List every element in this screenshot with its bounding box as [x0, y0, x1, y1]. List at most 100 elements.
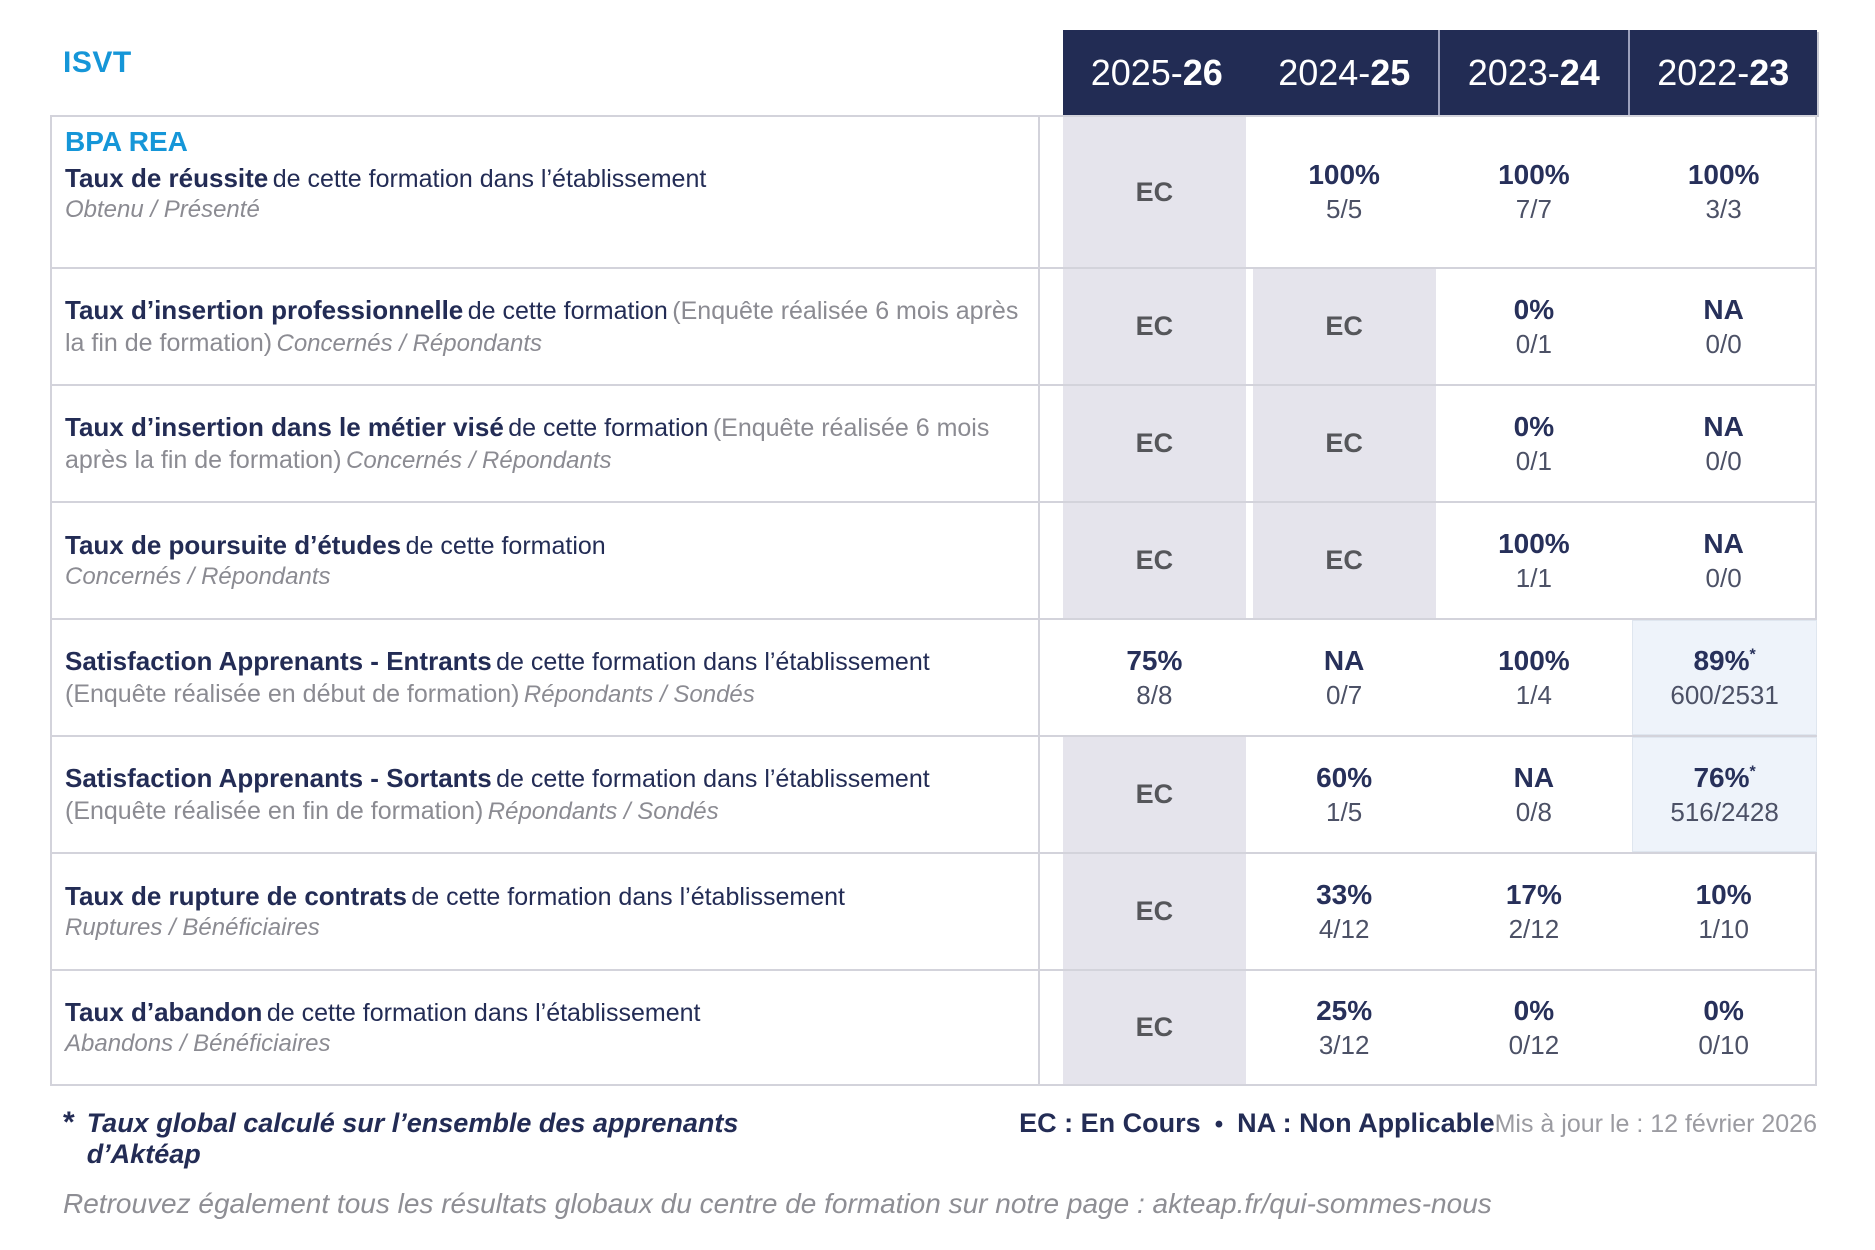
asterisk-marker: *: [63, 1106, 75, 1139]
value: 76%*: [1693, 761, 1756, 793]
value: 100%: [1498, 527, 1570, 559]
metric-desc: de cette formation dans l’établissement: [496, 647, 930, 676]
value: 0%: [1513, 293, 1555, 325]
fraction: 0/0: [1705, 328, 1742, 359]
legend-ec: EC : En Cours: [1019, 1108, 1201, 1138]
value-cell: EC: [1252, 386, 1436, 501]
site-link[interactable]: akteap.fr/qui-sommes-nous: [1152, 1188, 1492, 1219]
metric-label: Satisfaction Apprenants - Entrants de ce…: [65, 645, 1020, 711]
value-cell: EC: [1063, 386, 1246, 501]
value: 0%: [1703, 994, 1744, 1026]
metric-title: Taux de rupture de contrats: [65, 880, 407, 911]
table-row: Taux de poursuite d’études de cette form…: [50, 501, 1817, 618]
results-table: BPA REA Taux de réussite de cette format…: [50, 115, 1817, 1086]
row-label: Satisfaction Apprenants - Sortants de ce…: [50, 737, 1040, 852]
metric-label: Taux d’insertion dans le métier visé de …: [65, 411, 1020, 477]
fraction: 1/5: [1326, 796, 1363, 827]
value: 75%: [1126, 644, 1183, 676]
metric-desc: de cette formation dans l’établissement: [411, 882, 845, 911]
year-prefix: 2024-: [1278, 51, 1371, 93]
value: 100%: [1687, 159, 1760, 190]
fraction: 1/1: [1515, 562, 1552, 593]
value-cell: 60% 1/5: [1252, 737, 1436, 852]
value: 100%: [1498, 159, 1570, 190]
value-cell: 89%* 600/2531: [1632, 620, 1817, 735]
value: 10%: [1695, 878, 1752, 910]
year-suffix: 24: [1559, 51, 1600, 93]
metric-title: Satisfaction Apprenants - Sortants: [65, 762, 492, 793]
value-cell: 25% 3/12: [1252, 971, 1436, 1084]
metric-label: Taux de réussite de cette formation dans…: [65, 162, 1020, 226]
value: NA: [1703, 293, 1744, 325]
value-cell: 0% 0/1: [1442, 386, 1626, 501]
metric-note: (Enquête réalisée en début de formation): [65, 679, 520, 708]
row-label: Taux d’abandon de cette formation dans l…: [50, 971, 1040, 1084]
value-cell: EC: [1063, 971, 1246, 1084]
row-label: BPA REA Taux de réussite de cette format…: [50, 117, 1040, 267]
program-title: BPA REA: [65, 126, 188, 157]
table-row: Taux d’insertion professionnelle de cett…: [50, 267, 1817, 384]
value: 89%*: [1693, 644, 1756, 676]
metric-sub: Concernés / Répondants: [276, 329, 543, 357]
fraction: 0/7: [1326, 679, 1363, 710]
table-row: Satisfaction Apprenants - Sortants de ce…: [50, 735, 1817, 852]
value-cell: 17% 2/12: [1442, 854, 1626, 969]
fraction: 4/12: [1318, 913, 1370, 944]
value-cell: 0% 0/12: [1442, 971, 1626, 1084]
value: EC: [1135, 1012, 1174, 1042]
bottom-note-text: Retrouvez également tous les résultats g…: [63, 1188, 1153, 1219]
fraction: 0/0: [1705, 562, 1742, 593]
value-cell: EC: [1063, 269, 1246, 384]
value: 0%: [1513, 994, 1555, 1026]
metric-label: Taux de poursuite d’études de cette form…: [65, 529, 1020, 593]
value: 25%: [1316, 994, 1373, 1026]
value: EC: [1135, 311, 1174, 341]
metric-desc: de cette formation dans l’établissement: [496, 764, 930, 793]
metric-note: (Enquête réalisée 6 mois après la fin de…: [65, 296, 1019, 357]
value-cell: 100% 1/4: [1442, 620, 1626, 735]
value: 60%: [1316, 761, 1373, 793]
fraction: 0/1: [1515, 328, 1552, 359]
metric-sub: Abandons / Bénéficiaires: [65, 1029, 331, 1057]
table-row: Taux d’abandon de cette formation dans l…: [50, 969, 1817, 1086]
metric-desc: de cette formation dans l’établissement: [272, 164, 707, 193]
year-col-2025-26: 2025- 26: [1063, 30, 1251, 115]
value-cell: NA 0/7: [1252, 620, 1436, 735]
fraction: 3/12: [1318, 1029, 1370, 1060]
row-values: EC EC 0% 0/1 NA 0/0: [1063, 269, 1817, 384]
metric-label: Satisfaction Apprenants - Sortants de ce…: [65, 762, 1020, 828]
row-values: EC 100% 5/5 100% 7/7 100% 3/3: [1063, 117, 1817, 267]
row-values: EC 33% 4/12 17% 2/12 10% 1/10: [1063, 854, 1817, 969]
value-cell: EC: [1063, 117, 1246, 267]
metric-desc: de cette formation: [405, 531, 606, 560]
value-cell: 75% 8/8: [1063, 620, 1246, 735]
metric-sub: Concernés / Répondants: [345, 446, 612, 474]
value-cell: 100% 7/7: [1442, 117, 1626, 267]
row-values: EC 60% 1/5 NA 0/8 76%* 516/2428: [1063, 737, 1817, 852]
legend-na: NA : Non Applicable: [1237, 1108, 1495, 1138]
metric-desc: de cette formation dans l’établissement: [266, 998, 701, 1027]
year-prefix: 2022-: [1657, 51, 1750, 93]
metric-title: Taux d’insertion professionnelle: [65, 294, 464, 325]
asterisk-marker: *: [1749, 646, 1756, 664]
row-values: EC 25% 3/12 0% 0/12 0% 0/10: [1063, 971, 1817, 1084]
fraction: 5/5: [1326, 194, 1363, 224]
metric-desc: de cette formation: [508, 413, 709, 442]
value-cell: 100% 5/5: [1252, 117, 1436, 267]
fraction: 1/10: [1698, 913, 1749, 944]
value-cell: NA 0/0: [1632, 503, 1817, 618]
value: EC: [1325, 428, 1363, 458]
metric-sub: Obtenu / Présenté: [65, 196, 260, 224]
row-label: Taux d’insertion professionnelle de cett…: [50, 269, 1040, 384]
row-label: Taux de poursuite d’études de cette form…: [50, 503, 1040, 618]
value-cell: EC: [1063, 737, 1246, 852]
value-cell: EC: [1252, 269, 1436, 384]
value: EC: [1135, 896, 1174, 926]
fraction: 600/2531: [1670, 679, 1779, 710]
table-row: Satisfaction Apprenants - Entrants de ce…: [50, 618, 1817, 735]
value: 0%: [1513, 410, 1555, 442]
footnote-row: * Taux global calculé sur l’ensemble des…: [63, 1106, 1817, 1170]
value: 17%: [1505, 878, 1562, 910]
year-suffix: 25: [1370, 51, 1411, 93]
